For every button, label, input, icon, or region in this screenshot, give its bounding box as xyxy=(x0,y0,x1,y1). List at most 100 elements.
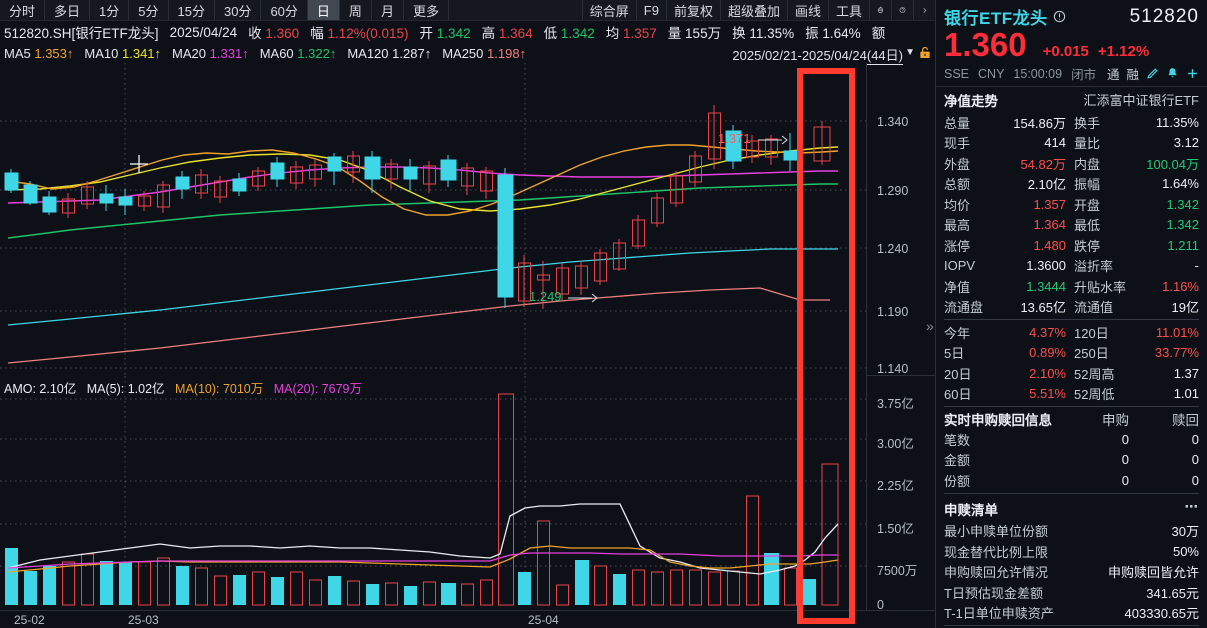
btn-comprehensive-screen[interactable]: 综合屏 xyxy=(581,0,636,20)
return-value-52w-low: 1.01 xyxy=(1173,386,1199,402)
stat-row-limitup: 涨停 1.480 跌停 1.211 xyxy=(944,235,1199,256)
nav-trend-row[interactable]: 净值走势 汇添富中证银行ETF xyxy=(936,87,1207,112)
toolbar-right-group: 综合屏 F9 前复权 超级叠加 画线 工具 xyxy=(581,0,935,20)
stat-key-turnover: 换手 xyxy=(1074,115,1101,131)
chevron-down-icon[interactable]: ▼ xyxy=(905,47,915,58)
tab-30min[interactable]: 30分 xyxy=(215,0,262,20)
volume-chart-pane[interactable] xyxy=(0,376,935,610)
quote-value-turnover: 11.35% xyxy=(749,26,795,41)
ma10-value: 1.341↑ xyxy=(122,45,162,61)
crosshair-marker xyxy=(130,155,148,173)
info-icon[interactable] xyxy=(1053,10,1066,23)
stat-value-volume: 154.86万 xyxy=(1013,115,1066,131)
return-key-52w-low: 52周低 xyxy=(1074,387,1115,403)
price-tick-1: 1.290 xyxy=(877,184,909,198)
quote-value-open: 1.342 xyxy=(436,26,471,41)
stat-value-limitup: 1.480 xyxy=(1033,237,1066,253)
pcf-flow-divider xyxy=(944,625,1199,626)
quote-label-amount: 额 xyxy=(871,26,886,41)
quote-summary-line: 512820.SH[银行ETF龙头] 2025/04/24 收 1.360 幅 … xyxy=(0,21,935,43)
annotation-high-arrow xyxy=(758,135,788,145)
stat-value-volume-ratio: 3.12 xyxy=(1173,135,1199,151)
ma60-value: 1.322↑ xyxy=(297,45,337,61)
vol-tick-5: 0 xyxy=(877,598,884,612)
btn-forward-adjust[interactable]: 前复权 xyxy=(665,0,720,20)
creation-red-count: 0 xyxy=(1191,431,1199,447)
amo-value: AMO: 2.10亿 xyxy=(4,382,77,396)
date-range-selector[interactable]: 2025/02/21-2025/04/24(44日) xyxy=(732,45,903,65)
tab-daily[interactable]: 日 xyxy=(307,0,340,20)
price-tick-2: 1.240 xyxy=(877,242,909,256)
pcf-value-min-unit: 30万 xyxy=(1171,524,1199,540)
return-key-5d: 5日 xyxy=(944,346,965,362)
price-change-pct: +1.12% xyxy=(1097,43,1150,60)
panel-collapse-icon[interactable]: » xyxy=(926,318,934,334)
tag-connect: 通 xyxy=(1106,68,1120,82)
gear-icon[interactable] xyxy=(869,0,891,20)
quote-label-turnover: 换 xyxy=(732,26,746,41)
stat-key-limitdown: 跌停 xyxy=(1074,238,1101,254)
stat-value-inner: 100.04万 xyxy=(1146,156,1199,172)
ma10-key: MA10 xyxy=(84,45,119,61)
annotation-low-price: 1.249 xyxy=(529,289,562,304)
return-value-52w-high: 1.37 xyxy=(1173,365,1199,381)
creation-sub-count: 0 xyxy=(1121,431,1129,447)
pcf-header[interactable]: 申赎清单 ⋯ xyxy=(936,496,1207,521)
creation-sub-shares: 0 xyxy=(1121,472,1129,488)
quote-time: 15:00:09 xyxy=(1013,66,1063,81)
btn-f9[interactable]: F9 xyxy=(635,0,666,20)
tab-5min[interactable]: 5分 xyxy=(129,0,169,20)
pcf-value-cash-diff: 341.65元 xyxy=(1146,585,1199,601)
x-label-1: 25-03 xyxy=(128,613,159,627)
btn-super-overlay[interactable]: 超级叠加 xyxy=(719,0,787,20)
annotation-high-price: 1.371 xyxy=(718,131,751,146)
volume-chart-svg xyxy=(0,376,866,610)
tab-15min[interactable]: 15分 xyxy=(169,0,215,20)
bell-icon[interactable] xyxy=(1166,67,1179,80)
quote-date: 2025/04/24 xyxy=(169,24,238,40)
pencil-icon[interactable] xyxy=(1146,67,1159,80)
creation-pcf-divider xyxy=(944,492,1199,494)
tab-monthly[interactable]: 月 xyxy=(372,0,404,20)
stat-key-iopv: IOPV xyxy=(944,258,976,274)
help-icon[interactable] xyxy=(891,0,913,20)
stat-key-current-hand: 现手 xyxy=(944,136,971,152)
return-key-ytd: 今年 xyxy=(944,325,971,341)
amo-ma10: MA(10): 7010万 xyxy=(175,382,264,396)
stats-grid: 总量 154.86万 换手 11.35% 现手 414 量比 3.12 外盘 5… xyxy=(936,112,1207,317)
fund-full-name: 汇添富中证银行ETF xyxy=(1083,93,1199,108)
return-value-5d: 0.89% xyxy=(1029,345,1066,361)
stat-key-outer: 外盘 xyxy=(944,156,971,172)
tab-60min[interactable]: 60分 xyxy=(261,0,308,20)
stat-value-high: 1.364 xyxy=(1033,217,1066,233)
panel-header-row-meta: SSE CNY 15:00:09 闭市 通 融 xyxy=(944,64,1199,83)
stat-value-current-hand: 414 xyxy=(1044,135,1066,151)
pcf-key-cash-diff: T日预估现金差额 xyxy=(944,585,1043,601)
lock-icon[interactable] xyxy=(918,45,932,60)
pcf-row-min-unit: 最小申赎单位份额 30万 xyxy=(936,521,1207,542)
stats-returns-divider xyxy=(944,319,1199,320)
pcf-more-icon[interactable]: ⋯ xyxy=(1184,498,1199,514)
return-value-60d: 5.51% xyxy=(1029,386,1066,402)
x-axis-pane xyxy=(0,610,935,628)
btn-drawline[interactable]: 画线 xyxy=(786,0,828,20)
period-tabbar: 分时 多日 1分 5分 15分 30分 60分 日 周 月 更多 综合屏 F9 … xyxy=(0,0,935,21)
tab-weekly[interactable]: 周 xyxy=(340,0,372,20)
plus-icon[interactable] xyxy=(1186,67,1199,80)
pcf-key-allowance: 申购赎回允许情况 xyxy=(944,565,1049,581)
return-value-120d: 11.01% xyxy=(1155,324,1199,340)
tab-duori[interactable]: 多日 xyxy=(45,0,91,20)
tab-1min[interactable]: 1分 xyxy=(90,0,130,20)
ma20-key: MA20 xyxy=(172,45,207,61)
tab-fenshi[interactable]: 分时 xyxy=(0,0,46,20)
ma5-value: 1.353↑ xyxy=(34,45,74,61)
pcf-row-unit-asset: T-1日单位申赎资产 403330.65元 xyxy=(936,603,1207,624)
tab-more[interactable]: 更多 xyxy=(404,0,449,20)
stat-row-current-hand: 现手 414 量比 3.12 xyxy=(944,133,1199,154)
return-row-20d: 20日 2.10% 52周高 1.37 xyxy=(944,363,1199,384)
chevron-right-icon[interactable] xyxy=(913,0,935,20)
creation-sub-amount: 0 xyxy=(1121,452,1129,468)
price-chart-pane[interactable]: 1.371 1.249 xyxy=(0,63,935,376)
btn-tools[interactable]: 工具 xyxy=(827,0,869,20)
axis-vertical-line xyxy=(866,63,867,610)
